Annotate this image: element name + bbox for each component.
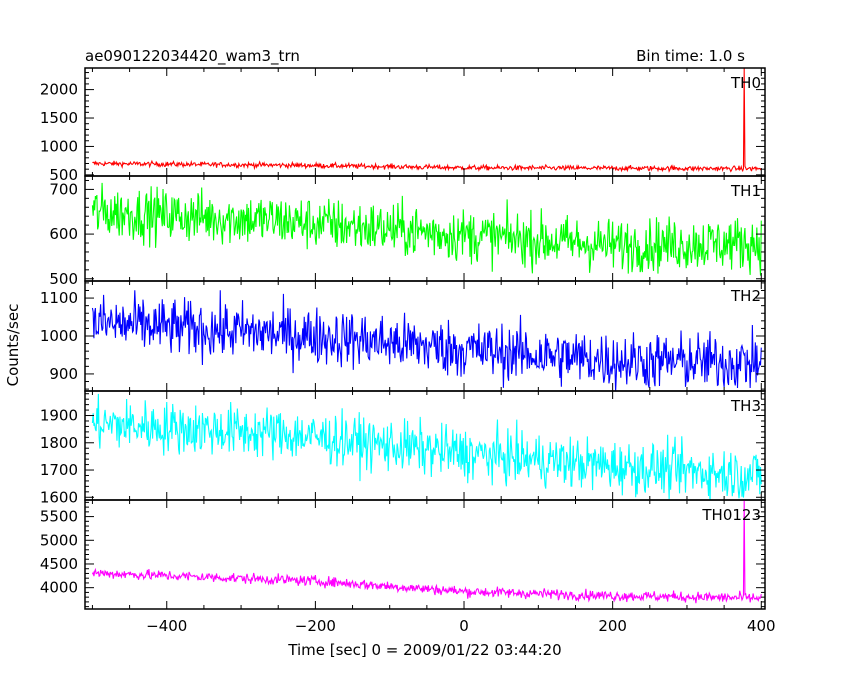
x-tick-label: 200: [598, 617, 627, 635]
y-tick-label: 900: [49, 365, 78, 383]
panel-frame-th3: [84, 390, 766, 501]
y-tick-label: 2000: [40, 81, 78, 99]
y-tick-label: 1500: [40, 109, 78, 127]
series-th0-line: [92, 68, 762, 173]
panel-label-th0123: TH0123: [701, 506, 761, 524]
y-tick-label: 5500: [40, 508, 78, 526]
y-axis-label: Counts/sec: [4, 304, 22, 387]
y-tick-label: 1000: [40, 327, 78, 345]
y-tick-label: 1900: [40, 407, 78, 425]
x-tick-label: −400: [146, 617, 187, 635]
y-tick-label: 1700: [40, 461, 78, 479]
chart-title-right: Bin time: 1.0 s: [636, 47, 745, 65]
x-tick-label: 400: [747, 617, 776, 635]
y-tick-label: 1800: [40, 434, 78, 452]
panel-label-th1: TH1: [730, 182, 761, 200]
series-th3-line: [91, 393, 762, 500]
panel-frame-th0: [84, 67, 766, 177]
y-tick-label: 1600: [40, 488, 78, 506]
y-tick-label: 1100: [40, 289, 78, 307]
panel-label-th2: TH2: [730, 287, 761, 305]
series-th2-line: [91, 290, 762, 391]
y-tick-label: 4500: [40, 555, 78, 573]
panel-frame-th2: [84, 280, 766, 392]
panel-frame-th0123: [84, 499, 766, 610]
y-tick-label: 5000: [40, 531, 78, 549]
y-tick-label: 700: [49, 180, 78, 198]
series-th1-line: [91, 182, 762, 276]
x-axis-label: Time [sec] 0 = 2009/01/22 03:44:20: [287, 641, 561, 659]
y-tick-label: 500: [49, 270, 78, 288]
y-tick-label: 500: [49, 166, 78, 184]
x-tick-label: 0: [459, 617, 469, 635]
panel-label-th0: TH0: [730, 74, 761, 92]
y-tick-label: 4000: [40, 579, 78, 597]
x-tick-label: −200: [295, 617, 336, 635]
y-tick-label: 1000: [40, 137, 78, 155]
y-tick-label: 600: [49, 225, 78, 243]
panel-label-th3: TH3: [730, 397, 761, 415]
series-th0123-line: [91, 500, 762, 604]
chart-title-left: ae090122034420_wam3_trn: [85, 47, 300, 66]
